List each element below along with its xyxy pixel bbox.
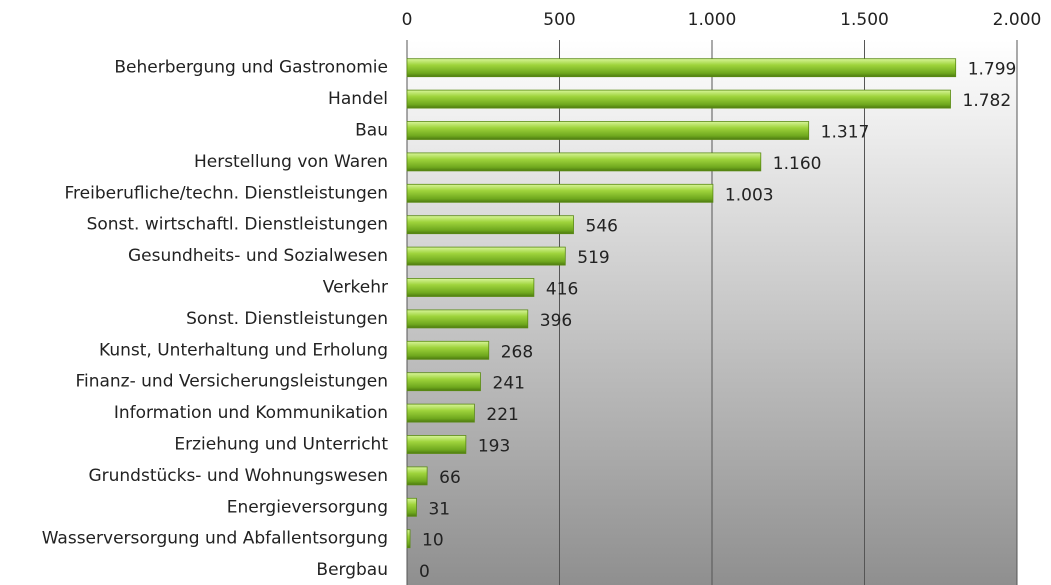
bar <box>406 466 428 486</box>
data-label: 396 <box>540 311 572 331</box>
bar <box>406 435 467 454</box>
x-tick-label: 500 <box>543 10 575 30</box>
x-tick-label: 2.000 <box>993 10 1042 30</box>
y-tick-label: Sonst. wirtschaftl. Dienstleistungen <box>87 215 388 235</box>
bar <box>406 246 566 266</box>
data-label: 0 <box>419 562 430 582</box>
data-label: 1.160 <box>773 154 822 174</box>
y-tick-label: Gesundheits- und Sozialwesen <box>128 246 388 266</box>
data-label: 241 <box>493 374 525 394</box>
data-label: 221 <box>486 405 518 425</box>
data-label: 10 <box>422 531 444 551</box>
y-tick-label: Bau <box>355 121 388 141</box>
y-tick-label: Information und Kommunikation <box>114 403 388 423</box>
bar <box>406 340 490 360</box>
y-tick-label: Bergbau <box>316 560 388 580</box>
data-label: 193 <box>478 437 510 457</box>
y-tick-label: Grundstücks- und Wohnungswesen <box>88 466 388 486</box>
y-tick-label: Herstellung von Waren <box>194 152 388 172</box>
bar <box>406 309 529 329</box>
data-label: 546 <box>586 217 618 237</box>
data-label: 1.003 <box>725 185 774 205</box>
data-label: 1.782 <box>963 91 1012 111</box>
y-tick-label: Freiberufliche/techn. Dienstleistungen <box>65 183 389 203</box>
data-label: 416 <box>546 280 578 300</box>
data-label: 31 <box>428 499 450 519</box>
y-tick-label: Sonst. Dienstleistungen <box>186 309 388 329</box>
bar <box>406 215 574 235</box>
y-tick-label: Finanz- und Versicherungsleistungen <box>75 372 388 392</box>
y-tick-label: Kunst, Unterhaltung und Erholung <box>99 340 388 360</box>
data-label: 66 <box>439 468 461 488</box>
bar <box>406 497 417 517</box>
x-tick-label: 0 <box>402 10 413 30</box>
y-tick-label: Handel <box>328 89 388 109</box>
data-label: 268 <box>501 342 533 362</box>
bar <box>406 152 762 172</box>
bar <box>406 89 951 109</box>
x-tick-label: 1.500 <box>840 10 889 30</box>
bar <box>406 278 535 297</box>
bar <box>406 529 411 549</box>
bar <box>406 403 475 423</box>
y-tick-label: Erziehung und Unterricht <box>174 435 388 455</box>
bar <box>406 183 714 203</box>
x-tick-label: 1.000 <box>688 10 737 30</box>
y-tick-label: Beherbergung und Gastronomie <box>114 58 388 78</box>
y-tick-label: Verkehr <box>323 278 388 298</box>
data-label: 1.317 <box>821 123 870 143</box>
y-tick-label: Energieversorgung <box>227 497 388 517</box>
data-label: 519 <box>577 248 609 268</box>
data-label: 1.799 <box>968 60 1017 80</box>
bar <box>406 58 957 78</box>
bar <box>406 372 481 392</box>
bar <box>406 121 810 140</box>
y-tick-label: Wasserversorgung und Abfallentsorgung <box>42 529 388 549</box>
